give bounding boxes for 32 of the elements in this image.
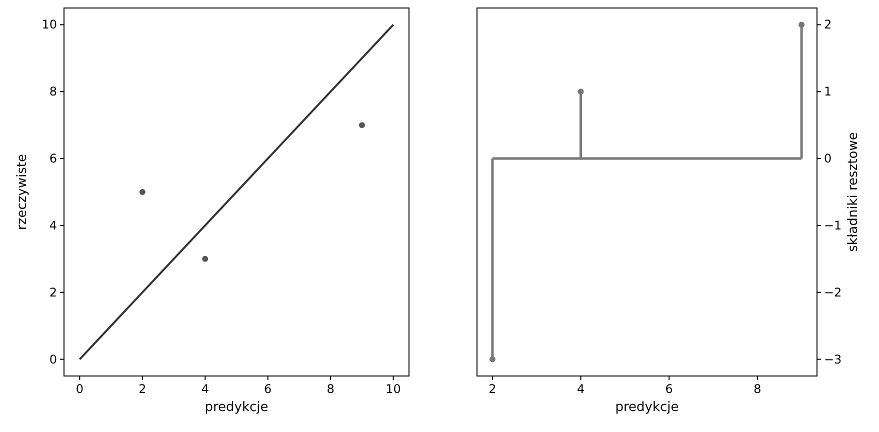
y-tick-label: 6 — [49, 152, 57, 166]
x-tick-label: 4 — [576, 382, 585, 396]
x-tick-label: 2 — [488, 382, 496, 396]
y-tick-label: 4 — [49, 218, 57, 232]
y2-tick-label: −1 — [824, 218, 842, 232]
point — [358, 122, 365, 128]
x-tick-label: 8 — [754, 382, 762, 396]
point — [798, 22, 805, 28]
y-axis-title: rzeczywiste — [15, 154, 30, 230]
y2-tick-label: 0 — [824, 152, 832, 166]
y2-tick-label: −3 — [824, 352, 842, 366]
point — [202, 256, 208, 262]
x-tick-label: 0 — [76, 382, 84, 396]
x-tick-label: 2 — [138, 382, 146, 396]
point — [489, 356, 496, 362]
y-tick-label: 2 — [49, 285, 57, 300]
x-axis-title: predykcje — [204, 400, 268, 415]
y2-tick-label: 1 — [824, 84, 832, 99]
x-tick-label: 8 — [326, 382, 334, 396]
x-tick-label: 6 — [264, 382, 272, 396]
y2-tick-label: −2 — [824, 285, 842, 300]
y2-tick-label: 2 — [824, 18, 832, 32]
y-tick-label: 10 — [42, 18, 57, 32]
x-tick-label: 6 — [665, 382, 673, 396]
y2-axis-title: składniki resztowe — [846, 132, 861, 252]
x-axis-title: predykcje — [615, 400, 679, 415]
x-tick-label: 10 — [386, 382, 401, 396]
y-tick-label: 8 — [49, 84, 57, 99]
y-tick-label: 0 — [49, 352, 57, 366]
point — [578, 88, 584, 95]
point — [139, 189, 146, 195]
x-tick-label: 4 — [201, 382, 209, 396]
